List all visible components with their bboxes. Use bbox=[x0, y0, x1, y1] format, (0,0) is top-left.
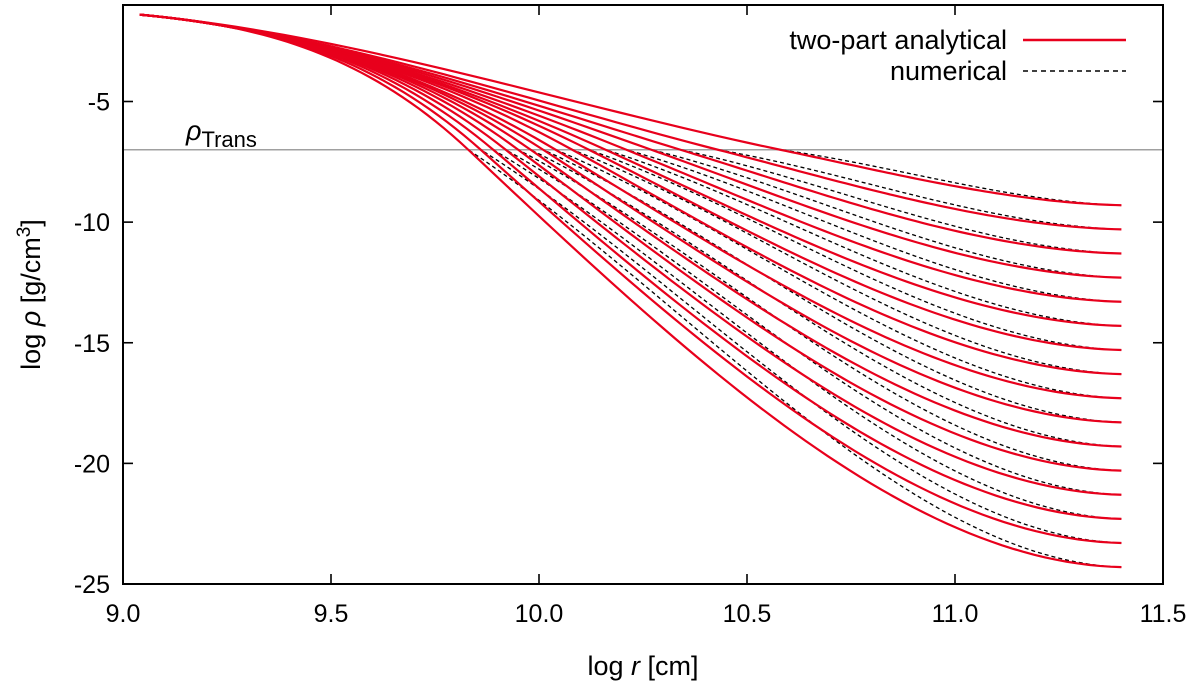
numerical-series-line bbox=[139, 14, 1122, 496]
x-axis-title: log r [cm] bbox=[587, 651, 698, 681]
legend: two-part analytical numerical bbox=[789, 25, 1126, 86]
legend-label-analytical: two-part analytical bbox=[789, 25, 1007, 55]
numerical-series-line bbox=[139, 14, 1122, 544]
analytical-series-group bbox=[139, 13, 1122, 569]
x-tick-label: 9.0 bbox=[106, 600, 141, 628]
numerical-series-line bbox=[139, 14, 1122, 520]
legend-label-numerical: numerical bbox=[890, 56, 1007, 86]
x-tick-label: 10.0 bbox=[515, 600, 564, 628]
analytical-series-line bbox=[139, 13, 1122, 569]
analytical-series-line bbox=[139, 13, 1122, 255]
analytical-series-line bbox=[139, 13, 1122, 520]
y-tick-label: -15 bbox=[74, 330, 110, 358]
numerical-series-group bbox=[139, 14, 1122, 568]
x-tick-label: 11.5 bbox=[1140, 600, 1187, 628]
y-tick-label: -10 bbox=[74, 209, 110, 237]
numerical-series-line bbox=[139, 14, 1122, 568]
x-tick-label: 9.5 bbox=[314, 600, 349, 628]
axes bbox=[122, 4, 1164, 585]
numerical-series-line bbox=[139, 14, 1122, 206]
analytical-series-line bbox=[139, 13, 1122, 231]
y-tick-label: -25 bbox=[74, 571, 110, 599]
x-tick-label: 11.0 bbox=[932, 600, 979, 628]
rho-trans-label: ρTrans bbox=[185, 116, 257, 152]
y-tick-label: -5 bbox=[88, 89, 110, 117]
y-tick-label: -20 bbox=[74, 450, 110, 478]
x-tick-label: 10.5 bbox=[723, 600, 772, 628]
tick-labels: 9.0 9.5 10.0 10.5 11.0 11.5 -5 -10 -15 -20 -25 bbox=[74, 89, 1187, 629]
analytical-series-line bbox=[139, 13, 1122, 496]
y-axis-title: log ρ [g/cm3] bbox=[14, 219, 46, 370]
plot-frame bbox=[122, 4, 1164, 585]
analytical-series-line bbox=[139, 13, 1122, 207]
